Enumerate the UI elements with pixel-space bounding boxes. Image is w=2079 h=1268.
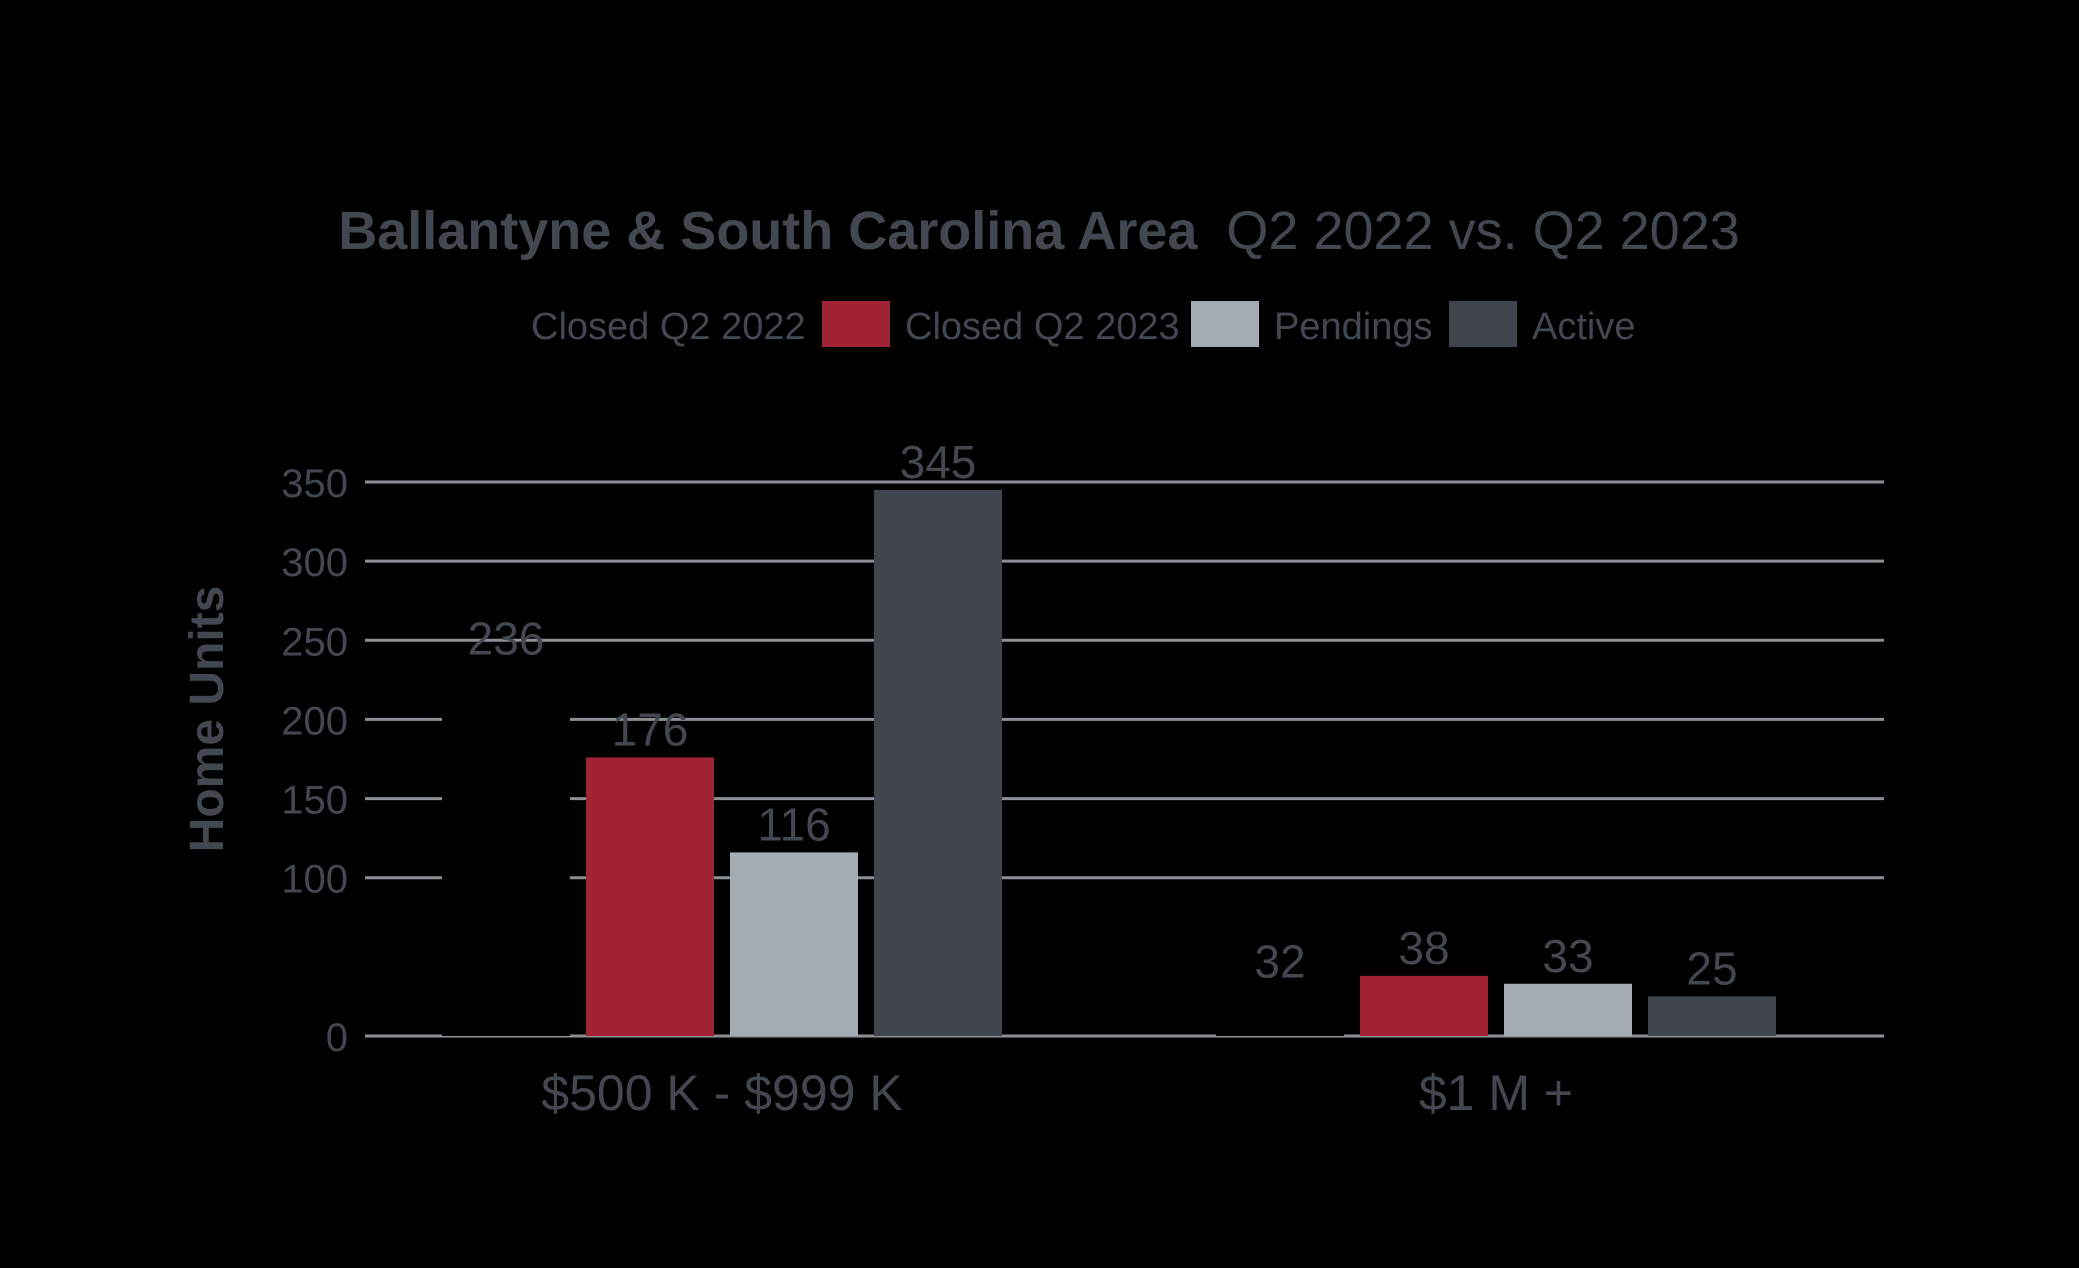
- legend-label: Pendings: [1274, 306, 1432, 348]
- bar: [1216, 985, 1344, 1036]
- chart-title: Ballantyne & South Carolina Area Q2 2022…: [338, 201, 1740, 261]
- legend-swatch: [1191, 301, 1259, 347]
- legend-label: Closed Q2 2022: [531, 306, 806, 348]
- bar-value-label: 116: [757, 798, 830, 850]
- y-axis-ticks: 0 100 150 200 250 300 350: [281, 462, 348, 1060]
- x-category-label: $500 K - $999 K: [541, 1065, 902, 1121]
- legend-label: Closed Q2 2023: [905, 306, 1180, 348]
- bar-value-label: 32: [1254, 935, 1305, 987]
- bar: [1648, 996, 1776, 1036]
- bar-value-label: 38: [1398, 922, 1449, 974]
- legend: Closed Q2 2022 Closed Q2 2023 Pendings Acti…: [453, 301, 1635, 348]
- chart-title-bold: Ballantyne & South Carolina Area: [338, 201, 1198, 261]
- y-axis-label: Home Units: [181, 586, 234, 853]
- y-tick-label: 250: [281, 620, 348, 664]
- bar-value-label: 345: [900, 436, 977, 488]
- y-tick-label: 200: [281, 699, 348, 743]
- bar-labels: 236 176 116 345 32 38 33 25: [468, 436, 1738, 995]
- legend-swatch: [453, 301, 521, 347]
- legend-label: Active: [1532, 306, 1635, 348]
- chart-title-regular: Q2 2022 vs. Q2 2023: [1226, 201, 1739, 261]
- y-tick-label: 150: [281, 779, 348, 823]
- y-tick-label: 350: [281, 462, 348, 506]
- y-tick-label: 300: [281, 541, 348, 585]
- legend-swatch: [1449, 301, 1517, 347]
- legend-swatch: [822, 301, 890, 347]
- x-category-label: $1 M +: [1419, 1065, 1573, 1121]
- y-tick-label: 100: [281, 858, 348, 902]
- bar-value-label: 236: [468, 612, 545, 664]
- y-tick-label: 0: [326, 1016, 348, 1060]
- bar: [586, 757, 714, 1036]
- bar: [730, 852, 858, 1036]
- bar: [1360, 975, 1488, 1036]
- bar: [874, 489, 1002, 1036]
- x-axis-categories: $500 K - $999 K $1 M +: [541, 1065, 1573, 1121]
- bar: [1504, 983, 1632, 1036]
- bar-value-label: 176: [612, 703, 689, 755]
- bar-value-label: 33: [1542, 930, 1593, 982]
- bars: [442, 489, 1776, 1036]
- bar-value-label: 25: [1686, 942, 1737, 994]
- bar: [442, 662, 570, 1036]
